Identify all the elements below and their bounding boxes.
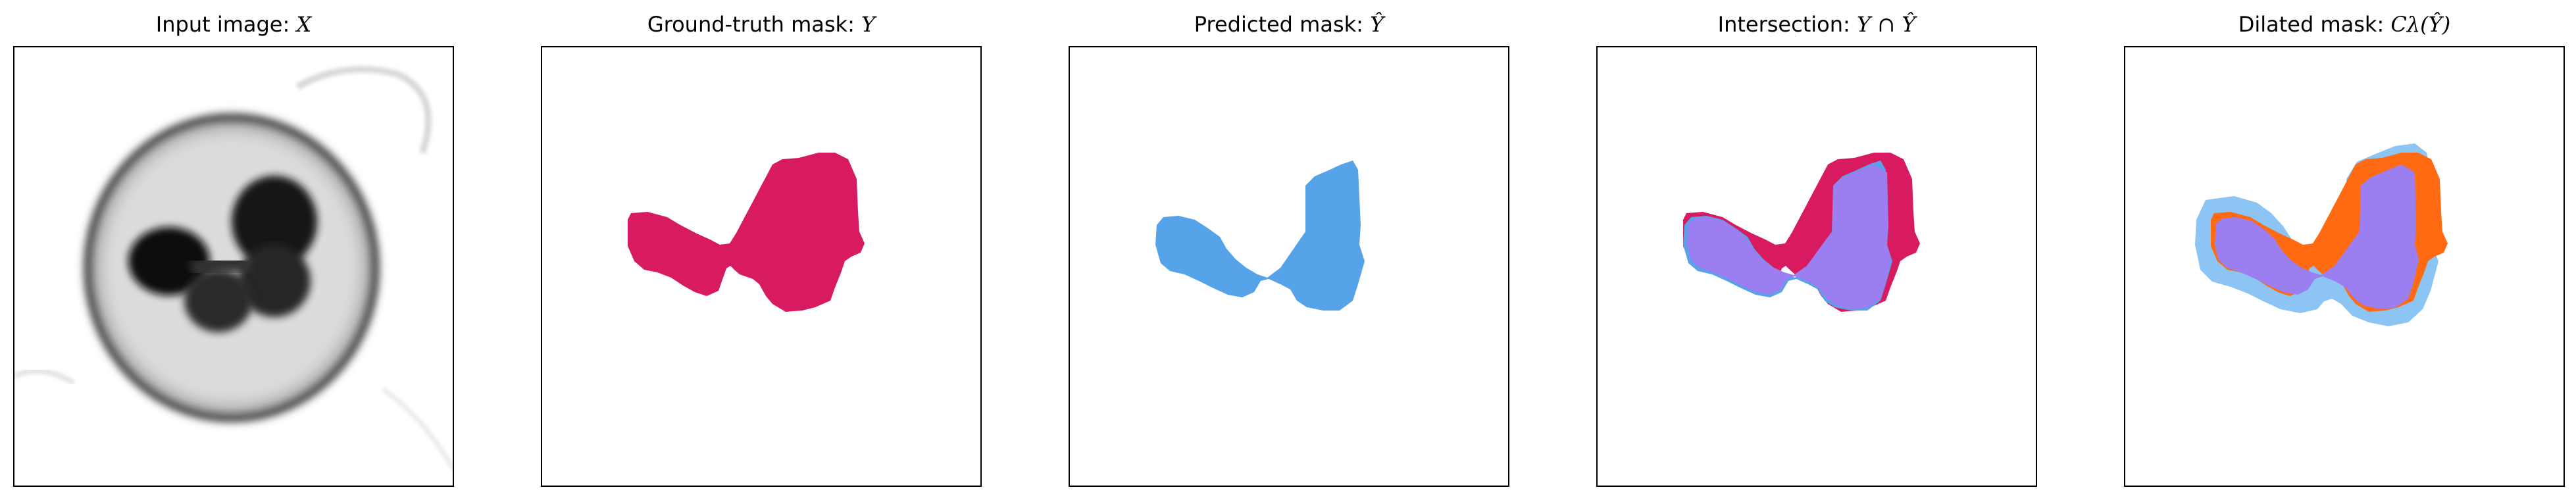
panel-title-symbol: Ŷ — [1370, 12, 1384, 37]
panel-title: Predicted mask: Ŷ — [1069, 12, 1509, 41]
intersection-image — [1683, 153, 1920, 312]
intersection-region — [1687, 164, 1891, 309]
panel-title-text: Dilated mask: — [2238, 12, 2391, 37]
input-image — [14, 47, 453, 486]
panel-title-symbol: Y — [861, 12, 876, 37]
panel-title-symbol: Cλ(Ŷ) — [2390, 12, 2451, 37]
panel-title: Input image: X — [13, 12, 454, 41]
panel-predicted-mask: Predicted mask: Ŷ — [1069, 0, 1509, 500]
ground-truth-mask-image — [628, 153, 865, 312]
panel-dilated-mask: Dilated mask: Cλ(Ŷ) — [2124, 0, 2565, 500]
panel-title-symbol: Y ∩ Ŷ — [1856, 12, 1916, 37]
panel-title: Dilated mask: Cλ(Ŷ) — [2124, 12, 2565, 41]
predicted-mask-image — [1155, 161, 1365, 311]
panel-title-text: Intersection: — [1717, 12, 1857, 37]
panel-intersection: Intersection: Y ∩ Ŷ — [1596, 0, 2037, 500]
panel-title-text: Input image: — [155, 12, 297, 37]
predicted-frame — [1069, 46, 1509, 487]
panel-ground-truth-mask: Ground-truth mask: Y — [541, 0, 982, 500]
dilated-frame — [2124, 46, 2565, 487]
panel-title-text: Predicted mask: — [1194, 12, 1371, 37]
predicted-region — [1155, 161, 1365, 311]
input-image-frame — [13, 46, 454, 487]
intersection-frame — [1596, 46, 2037, 487]
dilated-mask-image — [2195, 143, 2448, 326]
panel-title-symbol: X — [296, 12, 312, 37]
panel-title-text: Ground-truth mask: — [647, 12, 862, 37]
dilated-core-region — [2215, 164, 2419, 309]
ground-truth-frame — [541, 46, 982, 487]
panel-input-image: Input image: X — [13, 0, 454, 500]
panel-title: Intersection: Y ∩ Ŷ — [1596, 12, 2037, 41]
ground-truth-region — [628, 153, 865, 312]
panel-title: Ground-truth mask: Y — [541, 12, 982, 41]
